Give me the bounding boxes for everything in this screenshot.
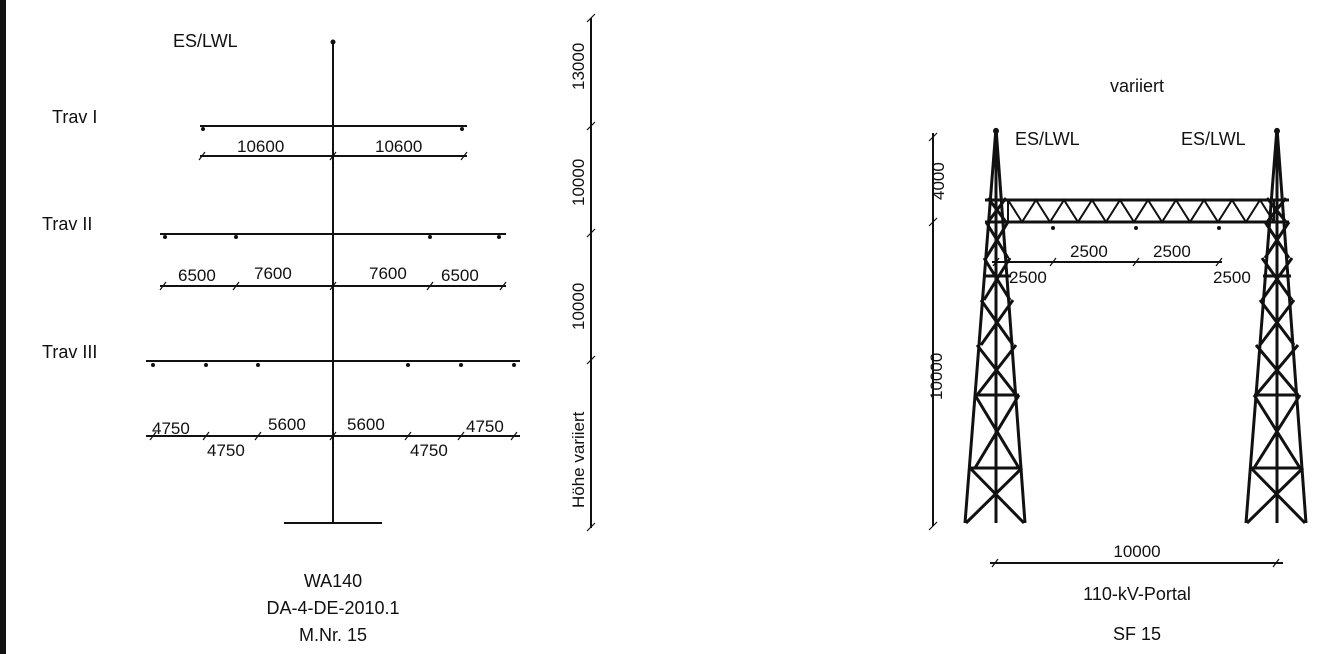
left-dim-ticks (149, 151, 518, 441)
trav1-point-right (460, 127, 464, 131)
portal-beam-dim-side-left: 2500 (1009, 268, 1047, 287)
trav3-dim-top-1: 4750 (152, 419, 190, 438)
portal-beam-dim-side-right: 2500 (1213, 268, 1251, 287)
portal-top-label: variiert (1110, 76, 1164, 96)
left-earth-wire-label: ES/LWL (173, 31, 238, 51)
trav2-dim-1: 6500 (178, 266, 216, 285)
portal-earth-wire-left: ES/LWL (1015, 129, 1080, 149)
trav2-point-2 (234, 235, 238, 239)
trav3-point-5 (459, 363, 463, 367)
left-caption-line2: DA-4-DE-2010.1 (266, 598, 399, 618)
trav3-dim-bottom-1: 4750 (207, 441, 245, 460)
portal-right-leg (1244, 127, 1308, 525)
portal-height-dim-4000: 4000 (929, 162, 948, 200)
trav3-point-2 (204, 363, 208, 367)
portal-height-dim-10000: 10000 (927, 353, 946, 400)
left-tower: ES/LWL Trav I Trav II Trav III 10600 106… (42, 13, 596, 645)
trav2-label: Trav II (42, 214, 92, 234)
earth-wire-point (330, 39, 336, 45)
portal-width-dim-ticks (991, 558, 1280, 568)
trav3-point-6 (512, 363, 516, 367)
trav2-dim-4: 6500 (441, 266, 479, 285)
trav3-dim-top-3: 5600 (347, 415, 385, 434)
trav3-dim-top-4: 4750 (466, 417, 504, 436)
trav2-dim-3: 7600 (369, 264, 407, 283)
portal-left-leg (963, 127, 1027, 525)
portal-earth-wire-right: ES/LWL (1181, 129, 1246, 149)
height-dim-10000-upper: 10000 (569, 159, 588, 206)
portal-left-peak (993, 128, 999, 134)
portal-right-peak (1274, 128, 1280, 134)
left-caption-line1: WA140 (304, 571, 362, 591)
left-caption-line3: M.Nr. 15 (299, 625, 367, 645)
height-dim-varies: Höhe variiert (569, 411, 588, 508)
height-dim-13000: 13000 (569, 43, 588, 90)
trav3-point-1 (151, 363, 155, 367)
portal-width-dim: 10000 (1113, 542, 1160, 561)
portal-caption-line1: 110-kV-Portal (1083, 584, 1191, 604)
portal-beam-dim-ticks (992, 257, 1223, 267)
trav2-point-1 (163, 235, 167, 239)
trav2-point-4 (497, 235, 501, 239)
portal-truss-beam (985, 198, 1289, 230)
trav2-point-3 (428, 235, 432, 239)
portal-height-dim-ticks (928, 132, 938, 531)
height-dim-10000-lower: 10000 (569, 283, 588, 330)
trav3-dim-bottom-2: 4750 (410, 441, 448, 460)
trav2-dim-2: 7600 (254, 264, 292, 283)
trav3-point-3 (256, 363, 260, 367)
trav3-label: Trav III (42, 342, 97, 362)
trav3-point-4 (406, 363, 410, 367)
trav1-label: Trav I (52, 107, 97, 127)
trav1-point-left (201, 127, 205, 131)
portal-beam-dim-top-1: 2500 (1070, 242, 1108, 261)
trav1-dim-left: 10600 (237, 137, 284, 156)
portal-caption-line2: SF 15 (1113, 624, 1161, 644)
height-dim-ticks (586, 13, 596, 532)
trav1-dim-right: 10600 (375, 137, 422, 156)
portal-beam-dim-top-2: 2500 (1153, 242, 1191, 261)
portal-tower: variiert ES/LWL ES/LWL 4000 10000 2500 2… (927, 76, 1308, 644)
trav3-dim-top-2: 5600 (268, 415, 306, 434)
